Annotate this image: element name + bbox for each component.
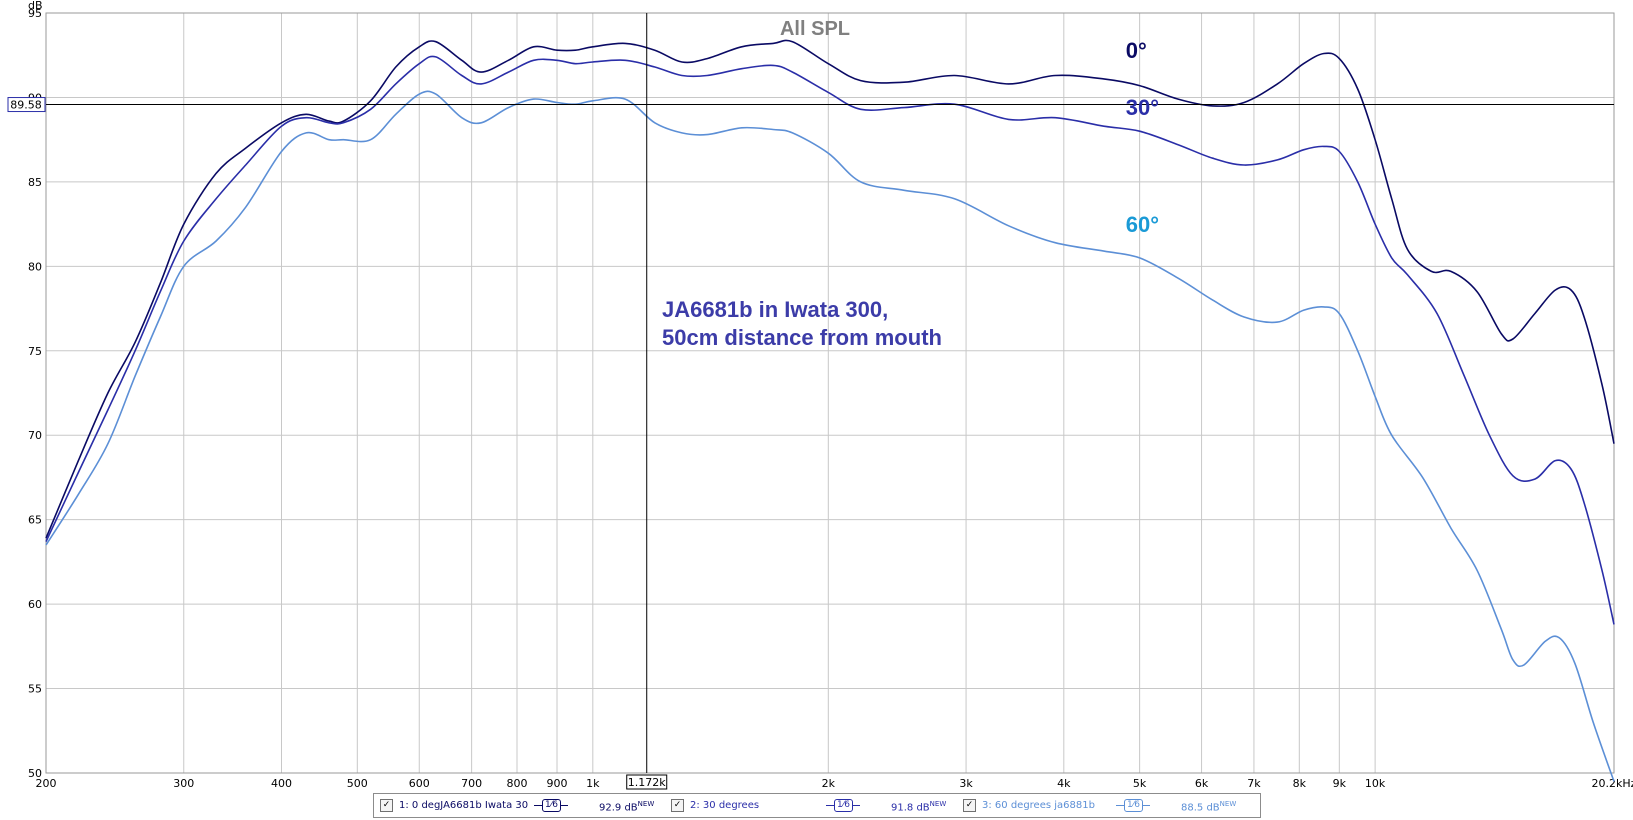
- legend-series-0-name: 1: 0 degJA6681b Iwata 30: [399, 800, 529, 811]
- x-tick-label: 800: [506, 777, 527, 790]
- grid-lines: [46, 13, 1614, 773]
- y-tick-label: 70: [28, 429, 42, 442]
- series-line-2: [45, 90, 1615, 782]
- x-tick-label: 10k: [1365, 777, 1386, 790]
- legend-level-1: 91.8 dBNEW: [891, 800, 947, 814]
- cursor[interactable]: 89.58 1.172k: [7, 13, 1614, 790]
- x-tick-label: 5k: [1133, 777, 1147, 790]
- y-axis-ticks: 95908580757065605550: [28, 7, 42, 780]
- cursor-db-readout: 89.58: [10, 99, 42, 112]
- x-tick-label: 4k: [1057, 777, 1071, 790]
- cursor-db-box: [7, 97, 46, 113]
- x-tick-label: 400: [271, 777, 292, 790]
- y-tick-label: 55: [28, 683, 42, 696]
- cursor-freq-readout: 1.172k: [628, 776, 666, 789]
- y-tick-label: 50: [28, 767, 42, 780]
- legend-item-1[interactable]: ✓ 2: 30 degrees: [671, 794, 759, 817]
- curve-label-1: 30°: [1126, 95, 1159, 120]
- y-tick-label: 60: [28, 598, 42, 611]
- y-tick-label: 65: [28, 514, 42, 527]
- x-tick-label: 700: [461, 777, 482, 790]
- spl-chart: 200 300 400 500 600 700 800 900 1k 2k 3k 4k 5k 6k 7k 8k…: [7, 0, 1633, 790]
- x-axis-ticks: 200 300 400 500 600 700 800 900 1k 2k 3k 4k 5k 6k 7k 8k…: [36, 777, 1633, 790]
- legend-bar: ✓ 1: 0 degJA6681b Iwata 30 1⁄6 92.9 dBNE…: [373, 793, 1261, 818]
- cursor-freq-box: [626, 774, 668, 790]
- y-axis-label: dB: [28, 0, 43, 12]
- checkbox-series-1[interactable]: ✓: [671, 799, 684, 812]
- y-tick-label: 80: [28, 260, 42, 273]
- y-tick-label: 95: [28, 7, 42, 20]
- series-line-1: [45, 55, 1615, 625]
- annotation-line-1: JA6681b in Iwata 300,: [662, 297, 888, 322]
- plot-frame: [45, 12, 1615, 774]
- legend-level-2: 88.5 dBNEW: [1181, 800, 1237, 814]
- x-tick-label: 1k: [586, 777, 600, 790]
- x-tick-label: 3k: [959, 777, 973, 790]
- series-line-0: [45, 39, 1615, 539]
- x-tick-label: 200: [36, 777, 57, 790]
- series-group: [45, 39, 1615, 782]
- x-tick-label: 6k: [1195, 777, 1209, 790]
- x-tick-label: 600: [409, 777, 430, 790]
- legend-level-0: 92.9 dBNEW: [599, 800, 655, 814]
- x-tick-label: 9k: [1333, 777, 1347, 790]
- x-tick-label: 20.2kHz: [1592, 777, 1633, 790]
- x-tick-label: 500: [347, 777, 368, 790]
- legend-item-2[interactable]: ✓ 3: 60 degrees ja6881b: [963, 794, 1095, 817]
- x-tick-label: 2k: [822, 777, 836, 790]
- x-tick-label: 900: [547, 777, 568, 790]
- legend-item-0[interactable]: ✓ 1: 0 degJA6681b Iwata 30: [380, 794, 528, 817]
- legend-series-1-name: 2: 30 degrees: [690, 800, 760, 811]
- y-tick-label: 85: [28, 176, 42, 189]
- chart-title: All SPL: [780, 18, 850, 40]
- curve-labels: 0° 30° 60°: [1126, 38, 1159, 237]
- curve-label-0: 0°: [1126, 38, 1147, 63]
- checkbox-series-2[interactable]: ✓: [963, 799, 976, 812]
- curve-label-2: 60°: [1126, 212, 1159, 237]
- x-tick-label: 7k: [1247, 777, 1261, 790]
- x-tick-label: 8k: [1293, 777, 1307, 790]
- legend-series-2-name: 3: 60 degrees ja6881b: [982, 800, 1095, 811]
- annotation-line-2: 50cm distance from mouth: [662, 325, 942, 350]
- y-tick-label: 75: [28, 345, 42, 358]
- checkbox-series-0[interactable]: ✓: [380, 799, 393, 812]
- x-tick-label: 300: [173, 777, 194, 790]
